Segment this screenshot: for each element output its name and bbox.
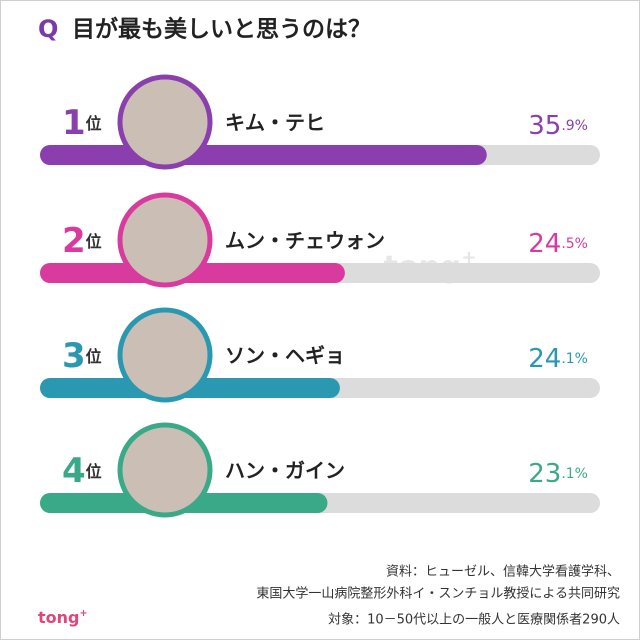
bar: [40, 145, 487, 165]
source-line: 東国大学一山病院整形外科イ・スンチョル教授による共同研究: [256, 586, 620, 602]
value-label: 23.1%: [528, 459, 588, 489]
subject: 対象：10－50代以上の一般人と医療関係者290人: [328, 612, 620, 628]
category-label: キム・テヒ: [225, 111, 325, 135]
source-line: 資料：ヒューゼル、信韓大学看護学科、: [386, 564, 620, 580]
title-prefix: Q: [38, 15, 58, 43]
photo: [117, 192, 213, 288]
photo: [117, 74, 213, 170]
photo: [117, 307, 213, 403]
rank-label: 4位: [62, 451, 102, 491]
logo: tong+: [38, 608, 88, 627]
value-label: 24.5%: [528, 229, 588, 259]
rank-label: 1位: [62, 103, 102, 143]
category-label: ソン・ヘギョ: [225, 344, 345, 368]
category-label: ムン・チェウォン: [225, 229, 385, 253]
value-label: 35.9%: [528, 111, 588, 141]
rank-label: 3位: [62, 336, 102, 376]
category-label: ハン・ガイン: [225, 459, 345, 483]
value-label: 24.1%: [528, 344, 588, 374]
chart-title: 目が最も美しいと思うのは？: [72, 16, 371, 43]
photo: [117, 422, 213, 518]
rank-label: 2位: [62, 221, 102, 261]
